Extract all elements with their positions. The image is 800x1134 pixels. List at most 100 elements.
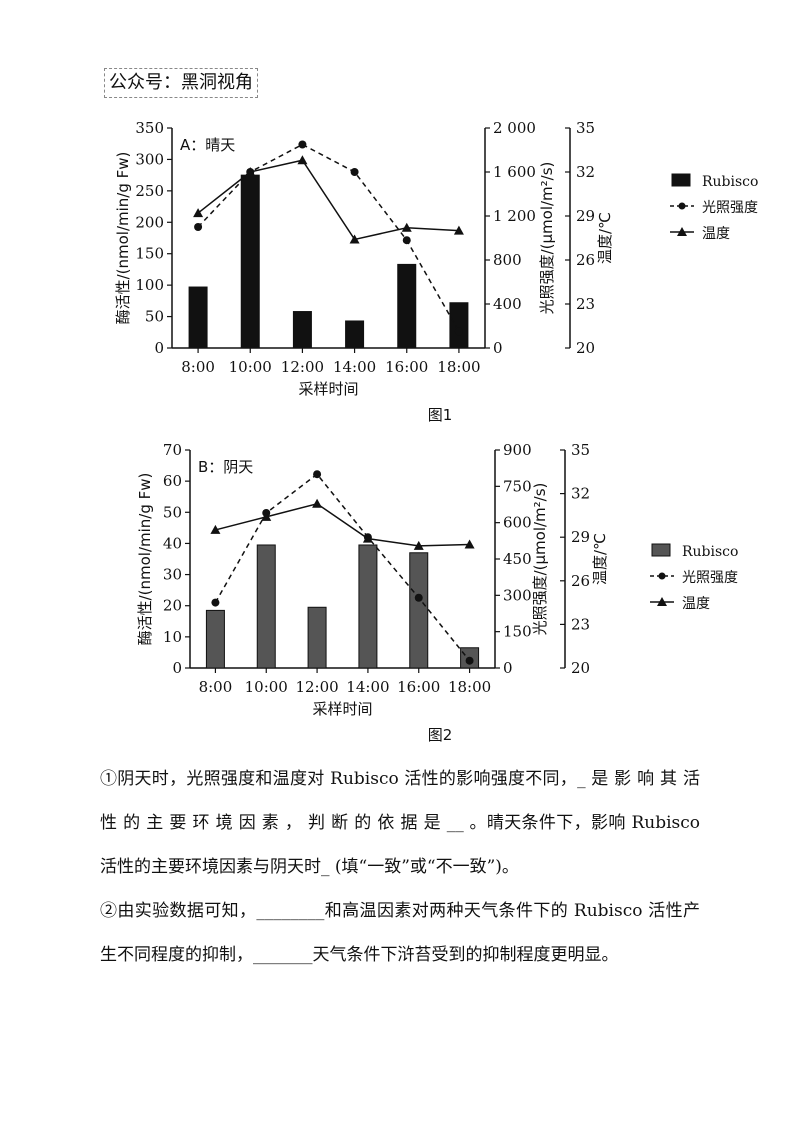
bar-rubisco xyxy=(205,609,225,669)
mid-tick-label: 450 xyxy=(503,550,532,568)
x-tick-label: 16:00 xyxy=(385,358,428,376)
right-tick-label: 29 xyxy=(571,528,590,546)
mid-tick-label: 750 xyxy=(503,477,532,495)
right-tick-label: 35 xyxy=(576,119,595,137)
point-temperature xyxy=(362,533,373,543)
question-block: ①阴天时，光照强度和温度对 Rubisco 活性的影响强度不同，_ 是 影 响 … xyxy=(100,757,700,977)
point-light xyxy=(414,593,423,602)
left-tick-label: 60 xyxy=(163,472,182,490)
left-tick-label: 350 xyxy=(135,119,164,137)
right-tick-label: 23 xyxy=(571,615,590,633)
left-axis-label: 酶活性/(nmol/min/g Fw) xyxy=(114,152,132,325)
right-tick-label: 23 xyxy=(576,295,595,313)
point-temperature xyxy=(413,540,424,550)
legend-label-rubisco: Rubisco xyxy=(682,544,738,560)
right-tick-label: 20 xyxy=(576,339,595,357)
watermark-header: 公众号：黑洞视角 xyxy=(104,68,258,98)
x-tick-label: 12:00 xyxy=(281,358,324,376)
question-2: ②由实验数据可知，________和高温因素对两种天气条件下的 Rubisco … xyxy=(100,901,700,965)
bar-rubisco xyxy=(256,544,276,669)
x-tick-label: 18:00 xyxy=(437,358,480,376)
x-tick-label: 8:00 xyxy=(199,678,233,696)
point-temperature xyxy=(453,225,464,235)
right-tick-label: 32 xyxy=(576,163,595,181)
point-light xyxy=(402,236,411,245)
left-tick-label: 70 xyxy=(163,441,182,459)
x-tick-label: 14:00 xyxy=(333,358,376,376)
right-tick-label: 35 xyxy=(571,441,590,459)
mid-tick-label: 900 xyxy=(503,441,532,459)
point-temperature xyxy=(312,498,323,508)
chart-cloudy: 0 10 20 30 40 50 60 70 0 150 300 450 600 750 900 20 23 26… xyxy=(136,441,738,744)
mid-axis-label: 光照强度/(μmol/m²/s) xyxy=(538,162,556,315)
legend-label-light: 光照强度 xyxy=(702,200,758,216)
mid-tick-label: 1 200 xyxy=(493,207,536,225)
x-tick-label: 10:00 xyxy=(245,678,288,696)
point-temperature xyxy=(210,524,221,534)
right-tick-label: 26 xyxy=(576,251,595,269)
right-tick-label: 32 xyxy=(571,485,590,503)
mid-tick-label: 2 000 xyxy=(493,119,536,137)
legend-label-rubisco: Rubisco xyxy=(702,174,758,190)
mid-tick-label: 150 xyxy=(503,623,532,641)
mid-tick-label: 600 xyxy=(503,514,532,532)
left-tick-label: 300 xyxy=(135,150,164,168)
figure-caption: 图2 xyxy=(428,726,453,744)
point-light xyxy=(350,168,359,176)
left-tick-label: 0 xyxy=(172,659,182,677)
series-line-light xyxy=(214,473,471,662)
point-light xyxy=(465,656,474,665)
right-tick-label: 29 xyxy=(576,207,595,225)
left-axis-label: 酶活性/(nmol/min/g Fw) xyxy=(136,473,154,646)
panel-label: A：晴天 xyxy=(180,136,235,154)
panel-label: B：阴天 xyxy=(198,458,253,476)
x-tick-label: 8:00 xyxy=(181,358,215,376)
right-axis-label: 温度/℃ xyxy=(596,212,614,264)
point-light xyxy=(313,470,322,479)
x-tick-label: 12:00 xyxy=(295,678,338,696)
bar-rubisco xyxy=(449,302,469,349)
bar-rubisco xyxy=(409,552,429,669)
point-temperature xyxy=(401,222,412,232)
legend-marker-light xyxy=(658,572,666,580)
legend-label-temperature: 温度 xyxy=(682,596,710,612)
mid-tick-label: 300 xyxy=(503,586,532,604)
point-temperature xyxy=(464,539,475,549)
mid-tick-label: 800 xyxy=(493,251,522,269)
chart-sunny: 0 50 100 150 200 250 300 350 0 400 800 1 200 1 600 2 … xyxy=(114,119,758,424)
left-tick-label: 50 xyxy=(163,503,182,521)
legend-label-light: 光照强度 xyxy=(682,570,738,586)
point-temperature xyxy=(245,167,256,176)
left-tick-label: 50 xyxy=(145,308,164,326)
mid-tick-label: 0 xyxy=(503,659,513,677)
series-line-light xyxy=(197,143,460,332)
mid-tick-label: 0 xyxy=(493,339,503,357)
figure-caption: 图1 xyxy=(428,406,453,424)
legend-swatch-rubisco xyxy=(671,173,691,187)
x-axis-label: 采样时间 xyxy=(298,380,358,398)
x-axis-label: 采样时间 xyxy=(312,700,372,718)
point-temperature xyxy=(349,234,360,244)
right-axis-label: 温度/℃ xyxy=(591,533,609,585)
series-line-temperature xyxy=(197,159,459,241)
legend-swatch-rubisco xyxy=(651,543,671,557)
point-light xyxy=(211,598,220,607)
left-tick-label: 10 xyxy=(163,628,182,646)
left-tick-label: 0 xyxy=(154,339,164,357)
point-light xyxy=(454,327,463,336)
legend-marker-temperature xyxy=(657,597,667,606)
x-tick-label: 18:00 xyxy=(448,678,491,696)
left-tick-label: 150 xyxy=(135,245,164,263)
x-tick-label: 16:00 xyxy=(397,678,440,696)
legend-marker-light xyxy=(678,202,686,210)
bar-rubisco xyxy=(292,311,312,349)
question-1: ①阴天时，光照强度和温度对 Rubisco 活性的影响强度不同，_ 是 影 响 … xyxy=(100,769,700,877)
bar-rubisco xyxy=(240,174,260,349)
bar-rubisco xyxy=(188,286,208,349)
point-temperature xyxy=(297,155,308,165)
bar-rubisco xyxy=(397,263,417,349)
right-tick-label: 20 xyxy=(571,659,590,677)
legend-label-temperature: 温度 xyxy=(702,226,730,242)
point-temperature xyxy=(261,511,272,521)
mid-tick-label: 1 600 xyxy=(493,163,536,181)
